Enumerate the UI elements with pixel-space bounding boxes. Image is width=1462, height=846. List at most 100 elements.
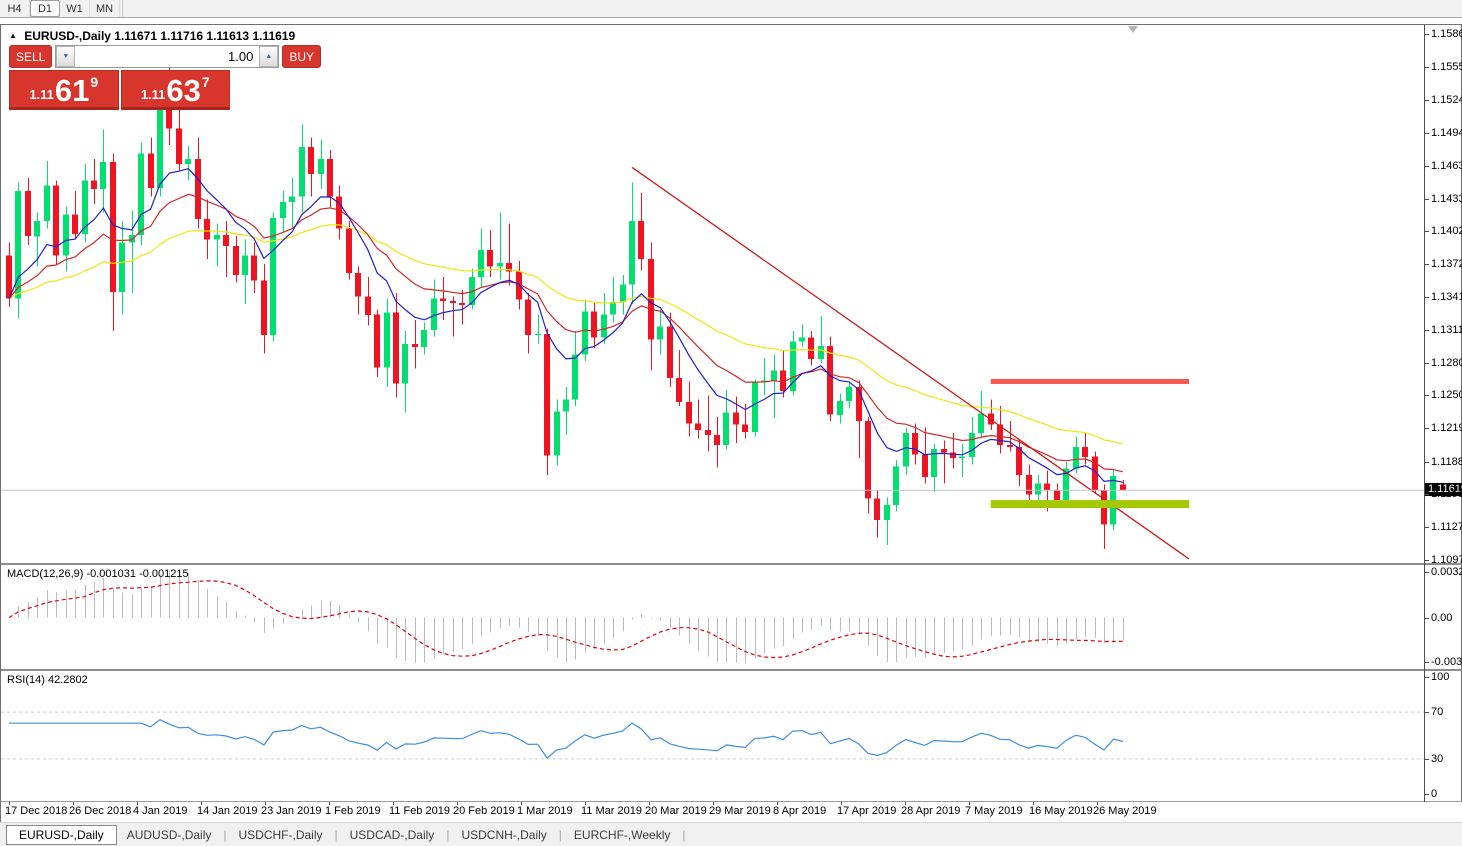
descending-trendline[interactable] <box>631 166 1190 560</box>
date-axis-tick <box>265 802 266 805</box>
timeframe-button-w1[interactable]: W1 <box>60 0 90 17</box>
date-axis-label: 29 Mar 2019 <box>709 805 771 817</box>
support-level-line[interactable] <box>990 500 1189 509</box>
date-axis-label: 11 Feb 2019 <box>389 805 450 817</box>
date-axis-label: 17 Dec 2018 <box>5 805 68 817</box>
chart-tab-audusd-daily[interactable]: AUDUSD-,Daily <box>126 827 212 842</box>
chart-tab-bar: EURUSD-,Daily AUDUSD-,Daily | USDCHF-,Daily… <box>0 822 1462 846</box>
buy-price-pips: 63 <box>166 73 201 108</box>
timeframe-button-h4[interactable]: H4 <box>0 0 30 17</box>
buy-button[interactable]: BUY <box>282 45 322 68</box>
price-axis-label: 1.14025 <box>1431 225 1462 237</box>
chart-tab-usdchf-daily[interactable]: USDCHF-,Daily <box>238 827 323 842</box>
sell-price-prefix: 1.11 <box>29 87 54 102</box>
volume-input[interactable] <box>75 46 260 67</box>
axis-tick <box>1425 527 1429 528</box>
price-axis-label: 1.13415 <box>1431 291 1462 303</box>
rsi-indicator-label: RSI(14) 42.2802 <box>7 674 88 686</box>
date-axis-label: 23 Jan 2019 <box>261 805 322 817</box>
pane-separator[interactable] <box>1 669 1462 671</box>
date-axis-tick <box>521 802 522 805</box>
axis-tick <box>1425 677 1429 678</box>
date-axis-label: 14 Jan 2019 <box>197 805 258 817</box>
buy-price-display[interactable]: 1.11 63 7 <box>120 70 230 110</box>
price-axis-label: 1.14330 <box>1431 193 1462 205</box>
axis-tick <box>1425 199 1429 200</box>
axis-tick <box>1425 494 1429 495</box>
axis-tick <box>1425 662 1429 663</box>
date-axis-tick <box>73 802 74 805</box>
date-axis-label: 26 May 2019 <box>1093 805 1157 817</box>
date-axis-label: 20 Mar 2019 <box>645 805 707 817</box>
date-axis-tick <box>137 802 138 805</box>
axis-tick <box>1425 618 1429 619</box>
tab-separator: | <box>682 827 686 842</box>
chart-tab-usdcad-daily[interactable]: USDCAD-,Daily <box>349 827 435 842</box>
collapse-chart-icon[interactable]: ▲ <box>9 31 17 40</box>
axis-tick <box>1425 231 1429 232</box>
volume-increase-button[interactable]: ▲ <box>259 46 279 67</box>
date-axis-tick <box>841 802 842 805</box>
tab-separator: | <box>334 827 338 842</box>
timeframe-button-mn[interactable]: MN <box>90 0 121 17</box>
macd-axis-label: 0.00 <box>1431 612 1453 624</box>
chart-window[interactable]: ▲ EURUSD-,Daily 1.11671 1.11716 1.11613 … <box>0 24 1462 822</box>
rsi-axis-label: 100 <box>1431 671 1450 683</box>
buy-price-point: 7 <box>201 74 210 90</box>
price-axis-label: 1.11885 <box>1431 456 1462 468</box>
date-axis-label: 1 Mar 2019 <box>517 805 573 817</box>
axis-tick <box>1425 363 1429 364</box>
axis-tick <box>1425 100 1429 101</box>
sell-price-display[interactable]: 1.11 61 9 <box>9 70 119 110</box>
rsi-line <box>9 719 1124 759</box>
date-axis-tick <box>585 802 586 805</box>
chart-tab-eurusd-daily[interactable]: EURUSD-,Daily <box>6 824 117 845</box>
tab-separator: | <box>558 827 562 842</box>
macd-pane[interactable] <box>1 565 1424 669</box>
price-axis-label: 1.12195 <box>1431 422 1462 434</box>
price-axis-label: 1.15245 <box>1431 94 1462 106</box>
axis-tick <box>1425 67 1429 68</box>
sell-price-pips: 61 <box>54 73 90 108</box>
axis-tick <box>1425 133 1429 134</box>
rsi-pane[interactable] <box>1 671 1424 801</box>
axis-tick <box>1425 166 1429 167</box>
axis-tick <box>1425 794 1429 795</box>
candles-layer <box>6 51 1126 550</box>
date-axis-label: 7 May 2019 <box>965 805 1023 817</box>
price-axis-label: 1.14635 <box>1431 160 1462 172</box>
chart-tab-usdcnh-daily[interactable]: USDCNH-,Daily <box>461 827 547 842</box>
macd-axis-label: 0.003287 <box>1431 566 1462 578</box>
date-axis-tick <box>457 802 458 805</box>
volume-decrease-button[interactable]: ▼ <box>56 46 76 67</box>
price-axis-label: 1.13110 <box>1431 324 1462 336</box>
sell-button[interactable]: SELL <box>9 45 53 68</box>
date-axis-label: 28 Apr 2019 <box>901 805 961 817</box>
date-axis-tick <box>905 802 906 805</box>
date-axis: 17 Dec 2018 26 Dec 2018 4 Jan 2019 14 Jan 2… <box>1 802 1462 822</box>
price-axis-label: 1.11275 <box>1431 521 1462 533</box>
resistance-level-line[interactable] <box>990 378 1189 384</box>
rsi-axis-label: 30 <box>1431 753 1444 765</box>
chart-symbol-label: EURUSD-,Daily <box>24 29 111 43</box>
rsi-axis-label: 0 <box>1431 788 1438 800</box>
price-axis-label: 1.13720 <box>1431 258 1462 270</box>
rsi-axis-label: 70 <box>1431 706 1444 718</box>
moving-average-medium <box>8 193 1124 473</box>
axis-tick <box>1425 462 1429 463</box>
chart-tab-eurchf-weekly[interactable]: EURCHF-,Weekly <box>573 827 671 842</box>
date-axis-tick <box>393 802 394 805</box>
macd-indicator-label: MACD(12,26,9) -0.001031 -0.001215 <box>7 568 189 580</box>
pane-separator[interactable] <box>1 563 1462 565</box>
date-axis-label: 26 Dec 2018 <box>69 805 132 817</box>
chart-shift-marker-icon[interactable] <box>1128 26 1138 33</box>
timeframe-button-d1[interactable]: D1 <box>30 0 60 17</box>
tab-separator: | <box>223 827 227 842</box>
axis-tick <box>1425 264 1429 265</box>
price-axis-border <box>1424 25 1425 802</box>
chart-ohlc-values: 1.11671 1.11716 1.11613 1.11619 <box>114 29 296 43</box>
price-axis-label: 1.12500 <box>1431 389 1462 401</box>
axis-tick <box>1425 572 1429 573</box>
price-axis-label: 1.14940 <box>1431 127 1462 139</box>
